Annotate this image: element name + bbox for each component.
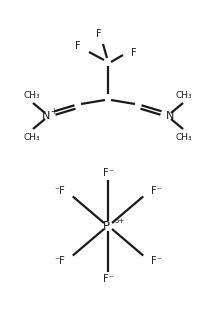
- Text: F: F: [96, 29, 102, 39]
- Text: F: F: [75, 41, 81, 51]
- Text: F: F: [131, 48, 137, 58]
- Text: +: +: [50, 106, 56, 116]
- Text: ⁻F: ⁻F: [54, 256, 65, 265]
- Text: CH₃: CH₃: [24, 132, 40, 142]
- Text: F⁻: F⁻: [103, 168, 113, 178]
- Text: CH₃: CH₃: [24, 90, 40, 100]
- Text: N: N: [166, 111, 174, 121]
- Text: 5+: 5+: [114, 218, 124, 224]
- Text: P: P: [103, 220, 109, 233]
- Text: CH₃: CH₃: [176, 90, 192, 100]
- Text: F⁻: F⁻: [151, 186, 162, 197]
- Text: ⁻F: ⁻F: [54, 186, 65, 197]
- Text: F⁻: F⁻: [151, 256, 162, 265]
- Text: F⁻: F⁻: [103, 274, 113, 284]
- Text: CH₃: CH₃: [176, 132, 192, 142]
- Text: N: N: [42, 111, 50, 121]
